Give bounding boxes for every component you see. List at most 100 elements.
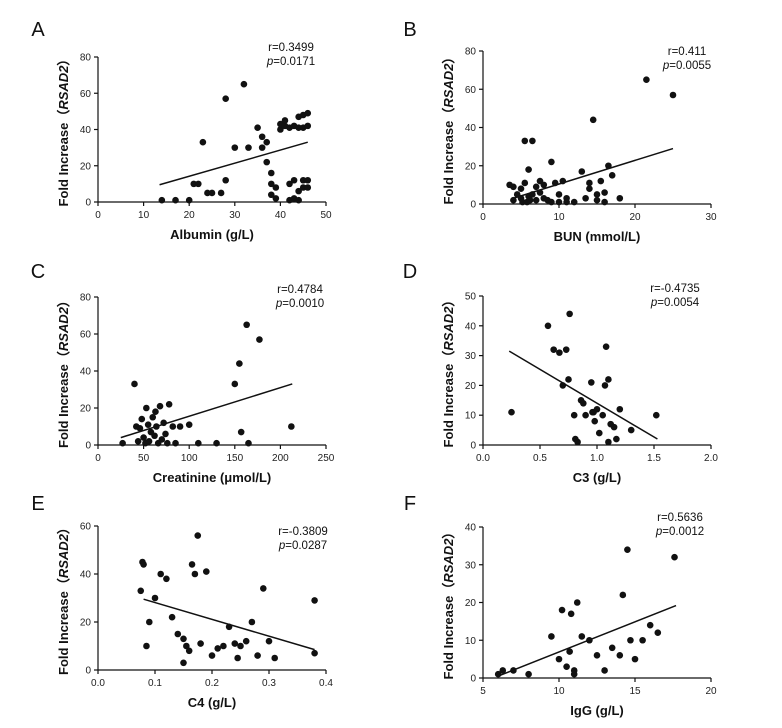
data-point — [304, 176, 312, 184]
regression-line — [508, 350, 658, 440]
data-point — [295, 187, 302, 195]
data-point — [185, 421, 193, 428]
data-point — [272, 184, 280, 191]
data-point — [574, 438, 581, 446]
data-point — [591, 417, 599, 425]
data-point — [567, 610, 575, 618]
data-point — [180, 635, 187, 643]
data-point — [532, 196, 540, 204]
data-point — [573, 599, 581, 606]
x-tick-label: 200 — [272, 453, 289, 464]
data-point — [140, 561, 147, 568]
p-symbol: p — [650, 297, 658, 309]
panel-letter: E — [31, 493, 44, 515]
data-point — [240, 80, 248, 88]
y-label-gene: RSAD2 — [56, 65, 71, 110]
data-point — [245, 144, 252, 151]
data-point — [580, 399, 587, 407]
x-tick-label: 30 — [229, 210, 241, 221]
data-point — [185, 647, 193, 655]
data-point — [169, 423, 177, 430]
data-point — [272, 195, 280, 202]
data-point — [593, 196, 601, 204]
regression-line — [120, 383, 293, 439]
y-tick-label: 10 — [465, 636, 477, 647]
data-point — [582, 411, 589, 419]
panel-letter: C — [31, 261, 45, 283]
data-point — [267, 169, 275, 177]
data-point — [652, 411, 660, 419]
data-point — [174, 630, 182, 638]
data-point — [570, 670, 578, 678]
data-point — [143, 642, 150, 650]
correlation-r: r=0.411 — [668, 46, 706, 58]
data-point — [164, 439, 171, 447]
data-point — [195, 180, 202, 188]
data-point — [601, 189, 608, 196]
y-axis-label: Fold Increase（RSAD2） — [441, 526, 456, 680]
data-point — [627, 426, 635, 434]
data-point — [304, 184, 312, 191]
data-point — [566, 310, 573, 318]
data-point — [565, 376, 572, 383]
data-point — [548, 633, 555, 640]
chart-panel-e: E 0.0 0.1 0.2 0.3 0.4 0 20 40 60 C4 (g/L) Fold Incr… — [31, 493, 333, 710]
data-point — [176, 423, 184, 430]
data-point — [593, 652, 601, 659]
data-point — [540, 181, 548, 189]
y-tick-label: 80 — [465, 47, 477, 58]
data-point — [599, 411, 606, 419]
y-tick-label: 0 — [85, 666, 91, 677]
data-point — [204, 189, 211, 197]
data-point — [265, 637, 273, 645]
data-point — [548, 158, 555, 166]
data-point — [222, 95, 229, 102]
regression-line — [159, 141, 308, 186]
data-point — [151, 432, 158, 440]
x-tick-label: 0.4 — [319, 678, 333, 689]
chart-panel-b: B 0 10 20 30 0 20 40 60 80 BUN (mmol/L) Fold Increa… — [403, 19, 717, 244]
x-tick-label: 50 — [320, 210, 332, 221]
data-point — [299, 176, 307, 184]
y-tick-label: 40 — [465, 123, 477, 134]
data-point — [517, 185, 525, 192]
p-number: =0.0287 — [285, 540, 327, 552]
y-tick-label: 60 — [80, 330, 92, 341]
data-point — [157, 570, 164, 578]
x-tick-label: 150 — [226, 453, 243, 464]
data-point — [536, 189, 544, 196]
data-point — [263, 158, 271, 166]
data-point — [586, 185, 593, 192]
p-number: =0.0010 — [282, 298, 324, 310]
y-tick-label: 30 — [465, 351, 477, 362]
data-point — [258, 133, 266, 141]
y-tick-label: 20 — [80, 161, 92, 172]
p-symbol: p — [266, 56, 274, 68]
x-tick-label: 20 — [705, 686, 717, 697]
data-point — [593, 191, 601, 198]
x-axis-label: IgG (g/L) — [570, 703, 623, 718]
data-point — [248, 618, 256, 626]
data-point — [602, 343, 610, 350]
data-point — [267, 180, 275, 188]
panel-letter: A — [31, 19, 45, 41]
data-point — [608, 644, 616, 652]
data-point — [639, 636, 646, 644]
data-point — [593, 405, 601, 413]
data-point — [521, 137, 529, 145]
x-tick-label: 50 — [138, 453, 150, 464]
data-point — [203, 568, 210, 575]
p-value: p=0.0055 — [662, 60, 711, 72]
data-point — [290, 176, 298, 184]
p-symbol: p — [662, 60, 670, 72]
data-point — [237, 642, 244, 650]
data-point — [669, 91, 677, 99]
x-tick-label: 0.5 — [533, 453, 547, 464]
y-label-prefix: Fold Increase（ — [441, 583, 456, 680]
data-point — [494, 670, 502, 678]
x-tick-label: 0.0 — [91, 678, 105, 689]
data-point — [555, 198, 563, 206]
data-point — [231, 144, 239, 151]
p-symbol: p — [275, 298, 283, 310]
x-tick-label: 40 — [275, 210, 287, 221]
